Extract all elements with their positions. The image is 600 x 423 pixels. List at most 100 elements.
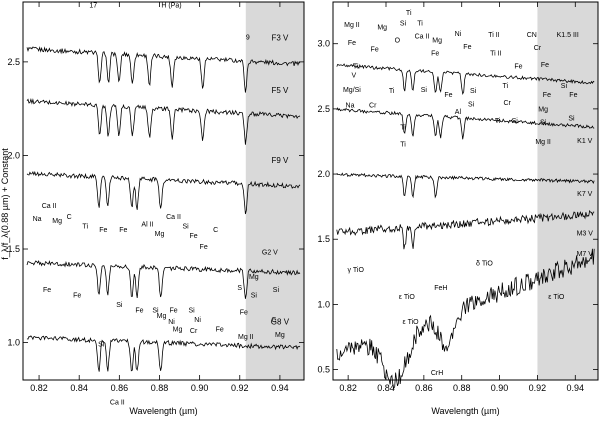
annotation-label: Mg/Si [343, 87, 361, 94]
plot-frame [22, 1, 305, 381]
annotation-label: Fe [543, 92, 551, 99]
annotation-label: Fe [514, 63, 522, 70]
annotation-label: Ca II [166, 214, 181, 221]
spectrum-line [26, 260, 301, 299]
annotation-label: Ni [455, 31, 462, 38]
annotation-label: Ca II [110, 399, 125, 406]
plot-frame [332, 1, 599, 381]
annotation-label: Mg II [238, 334, 254, 341]
annotation-label: Fe [190, 233, 198, 240]
x-tick-label: 0.82 [339, 383, 357, 393]
annotation-label: Fe [240, 310, 248, 317]
annotation-label: Si [273, 287, 280, 294]
spectrum-line [26, 97, 301, 145]
annotation-label: Mg [157, 313, 167, 320]
annotation-label: Fe [216, 326, 224, 333]
annotation-label: Si [116, 302, 123, 309]
x-tick-label: 0.92 [529, 383, 547, 393]
annotation-label: Ti [400, 142, 406, 149]
annotation-label: C [67, 214, 72, 221]
annotation-label: Ti [406, 10, 412, 17]
y-tick-label: 1.5 [7, 244, 20, 254]
series-label: F5 V [271, 86, 289, 95]
x-tick-label: 0.88 [453, 383, 471, 393]
annotation-label: Na [33, 216, 42, 223]
x-axis-label: Wavelength (µm) [129, 406, 197, 416]
spectrum-line [336, 63, 595, 96]
series-label: F3 V [271, 34, 289, 43]
annotation-label: Fe [348, 40, 356, 47]
x-tick-label: 0.86 [111, 383, 129, 393]
annotation-label: Si [188, 308, 195, 315]
annotation-label: Ti II [488, 32, 499, 39]
annotation-label: Fe [200, 244, 208, 251]
annotation-label: ε TiO [548, 294, 565, 301]
annotation-label: Fe [371, 47, 379, 54]
annotation-label: O [395, 37, 401, 44]
spectrum-line [26, 335, 301, 372]
annotation-label: Mg II [535, 139, 551, 146]
annotation-label: K1.5 III [557, 32, 579, 39]
annotation-label: Fe [43, 287, 51, 294]
spectrum-line [336, 107, 595, 140]
annotation-label: Si [568, 116, 575, 123]
annotation-label: M3 V [577, 230, 594, 237]
spectrum-line [336, 209, 595, 250]
annotation-label: Si [561, 83, 568, 90]
annotation-label: Si [182, 223, 189, 230]
annotation-label: G2 V [262, 250, 278, 257]
annotation-label: Al II [141, 222, 153, 229]
x-axis-label: Wavelength (µm) [431, 406, 499, 416]
y-axis-label: f_λ/f_λ(0.88 µm) + Constant [0, 148, 10, 260]
x-tick-label: 0.82 [30, 383, 48, 393]
annotation-label: 17 [89, 3, 97, 10]
annotation-label: Si [421, 87, 428, 94]
annotation-label: Mg [249, 274, 259, 281]
annotation-label: Si [98, 341, 105, 348]
annotation-label: Mg II [344, 22, 360, 29]
annotation-label: Fe [541, 62, 549, 69]
y-tick-label: 1.0 [317, 299, 330, 309]
annotation-label: Fe [444, 92, 452, 99]
annotation-label: Ti [502, 83, 508, 90]
annotation-label: Fe [119, 227, 127, 234]
annotation-label: Mg [377, 24, 387, 31]
annotation-label: C [271, 317, 276, 324]
annotation-label: Ti [417, 20, 423, 27]
annotation-label: Si [512, 118, 519, 125]
annotation-label: δ TiO [476, 260, 493, 267]
annotation-label: γ TiO [347, 267, 364, 274]
annotation-label: Fe [135, 308, 143, 315]
annotation-label: Fe [463, 44, 471, 51]
x-tick-label: 0.94 [271, 383, 289, 393]
annotation-label: Ti [353, 63, 359, 70]
y-tick-label: 3.0 [317, 39, 330, 49]
x-tick-label: 0.84 [377, 383, 395, 393]
annotation-label: Mg [538, 106, 548, 113]
y-tick-label: 0.5 [317, 365, 330, 375]
annotation-label: M7 V [577, 251, 594, 258]
x-tick-label: 0.92 [231, 383, 249, 393]
annotation-label: Si [540, 120, 547, 127]
annotation-label: Si [468, 101, 475, 108]
annotation-label: Fe [169, 308, 177, 315]
annotation-label: Ca II [42, 203, 57, 210]
annotation-label: CrH [431, 370, 443, 377]
x-tick-label: 0.94 [567, 383, 585, 393]
annotation-label: Ni [168, 319, 175, 326]
annotation-label: Ti II [490, 50, 501, 57]
series-label: F9 V [271, 156, 289, 165]
series-label: G8 V [271, 318, 290, 327]
y-tick-label: 1.5 [317, 234, 330, 244]
annotation-label: CN [527, 32, 537, 39]
y-tick-label: 2.5 [317, 104, 330, 114]
annotation-label: ε TiO [403, 319, 420, 326]
x-tick-label: 0.86 [415, 383, 433, 393]
x-tick-label: 0.84 [70, 383, 88, 393]
y-tick-label: 1.0 [7, 338, 20, 348]
annotation-label: Mg [52, 218, 62, 225]
x-tick-label: 0.90 [191, 383, 209, 393]
spectrum-line [336, 172, 595, 199]
